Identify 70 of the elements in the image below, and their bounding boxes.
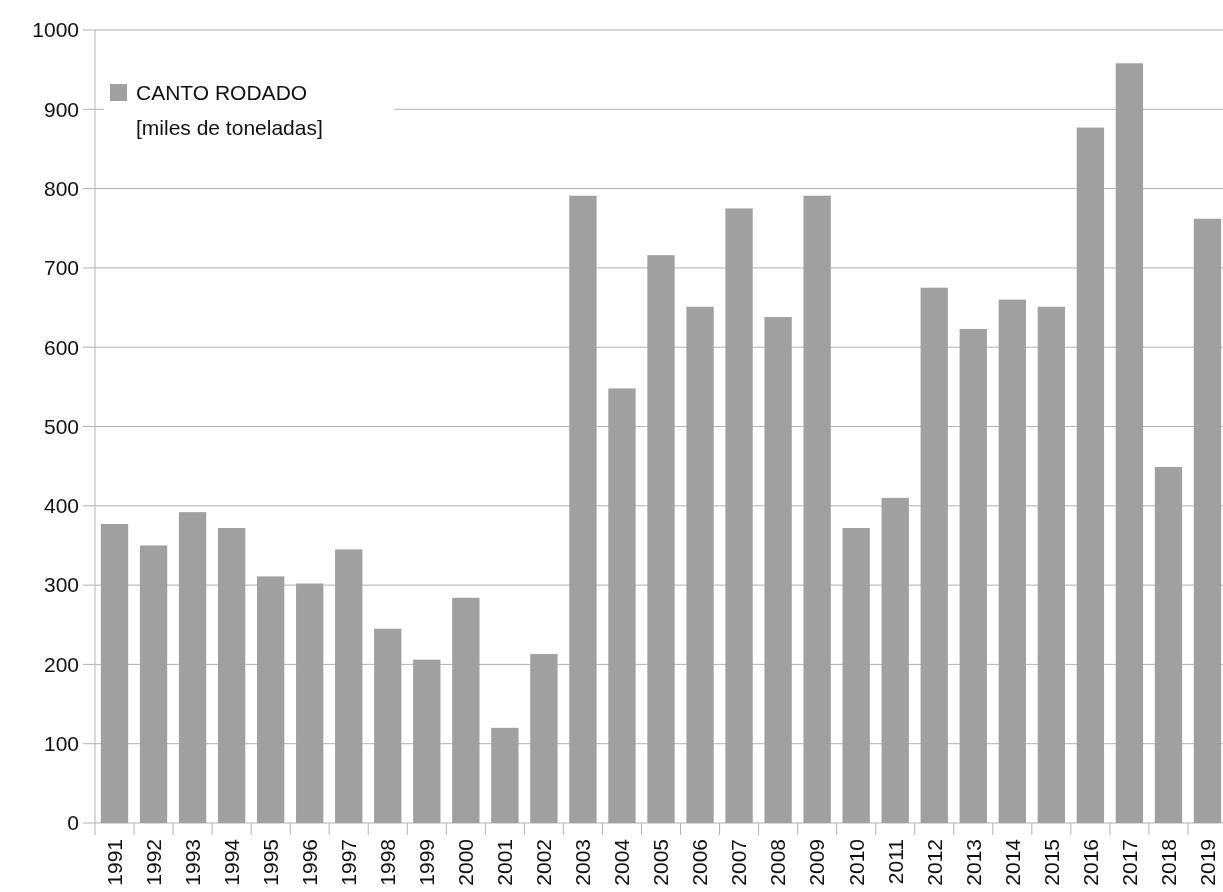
bar	[842, 528, 870, 823]
x-tick-label: 2008	[766, 839, 790, 886]
x-tick-label: 2007	[727, 839, 751, 886]
x-tick-label: 2019	[1195, 839, 1219, 886]
y-tick-label: 700	[43, 256, 79, 280]
x-tick-label: 2011	[883, 839, 907, 885]
x-tick-label: 1999	[415, 839, 439, 886]
y-tick-label: 800	[43, 176, 79, 200]
x-tick-label: 2014	[1000, 838, 1024, 886]
bar	[998, 299, 1026, 823]
y-tick-label: 400	[43, 494, 79, 518]
y-tick-label: 900	[43, 97, 79, 121]
x-tick-label: 1994	[219, 838, 243, 886]
x-tick-label: 2010	[844, 839, 868, 886]
bar	[217, 528, 246, 823]
x-tick-label: 1997	[337, 839, 361, 886]
y-tick-label: 100	[43, 732, 79, 756]
y-tick-label: 300	[43, 573, 79, 597]
y-tick-label: 1000	[32, 18, 79, 42]
x-tick-label: 2016	[1078, 839, 1102, 886]
bar	[959, 328, 987, 823]
x-tick-label: 1991	[102, 839, 126, 886]
bar	[803, 195, 831, 823]
bar	[920, 287, 948, 823]
bar	[1037, 306, 1065, 823]
bar	[100, 524, 129, 823]
bar	[413, 659, 441, 823]
bar	[1193, 218, 1222, 823]
bar	[881, 497, 909, 823]
x-tick-label: 1993	[180, 839, 204, 886]
x-tick-label: 2001	[493, 839, 517, 886]
bar	[686, 306, 714, 823]
y-tick-label: 0	[67, 811, 79, 835]
x-tick-label: 1992	[141, 839, 165, 886]
x-tick-label: 1998	[376, 839, 400, 886]
y-tick-label: 500	[43, 414, 79, 438]
x-tick-label: 2018	[1156, 839, 1180, 886]
y-tick-label: 600	[43, 335, 79, 359]
x-tick-label: 2004	[610, 838, 634, 886]
legend-label: CANTO RODADO [miles de toneladas]	[136, 81, 323, 139]
y-tick-label: 200	[43, 652, 79, 676]
x-tick-label: 2005	[649, 839, 673, 886]
bar	[647, 255, 675, 823]
bar	[608, 388, 636, 823]
bar	[1076, 127, 1105, 823]
x-tick-label: 2013	[961, 839, 985, 886]
bar	[1154, 466, 1183, 823]
bar	[452, 597, 480, 823]
x-tick-label: 2003	[571, 839, 595, 886]
bar	[335, 549, 363, 823]
bar	[374, 628, 402, 823]
bar	[1115, 63, 1144, 823]
bar	[296, 583, 324, 823]
x-tick-label: 1996	[298, 839, 322, 886]
bar	[569, 195, 597, 823]
bar	[256, 576, 285, 823]
x-tick-label: 1995	[259, 839, 283, 886]
bar	[178, 512, 207, 823]
x-tick-label: 2009	[805, 839, 829, 886]
bar	[491, 727, 519, 823]
x-tick-label: 2002	[532, 839, 556, 886]
x-tick-label: 2006	[688, 839, 712, 886]
bar	[139, 545, 168, 823]
x-tick-label: 2017	[1117, 839, 1141, 886]
x-tick-label: 2012	[922, 839, 946, 886]
bar	[530, 654, 558, 823]
bar	[725, 208, 753, 823]
x-tick-label: 2015	[1039, 839, 1063, 886]
x-tick-label: 2000	[454, 839, 478, 886]
bar	[764, 317, 792, 823]
